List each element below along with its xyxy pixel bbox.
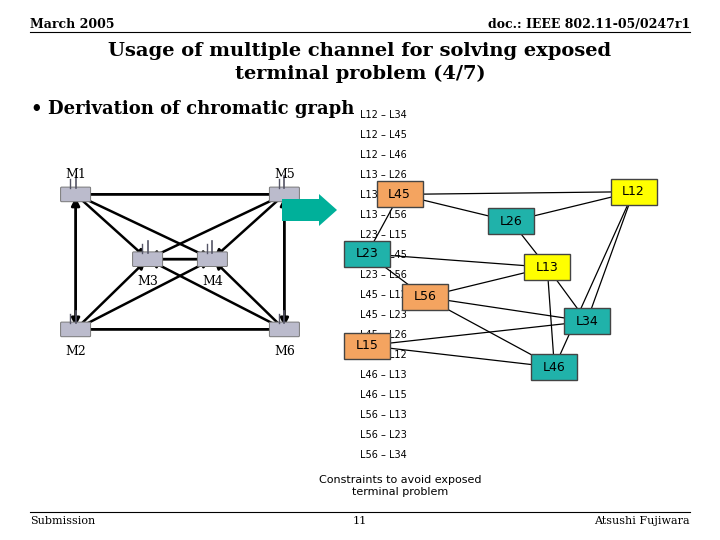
Text: Submission: Submission — [30, 516, 95, 526]
Text: Constraints to avoid exposed
terminal problem: Constraints to avoid exposed terminal pr… — [319, 475, 481, 497]
Text: L45 – L26: L45 – L26 — [360, 330, 407, 340]
Text: L23: L23 — [356, 247, 379, 260]
Text: •: • — [30, 100, 42, 118]
Text: L12 – L34: L12 – L34 — [360, 110, 407, 120]
Text: M5: M5 — [274, 168, 294, 181]
Text: L13 – L56: L13 – L56 — [360, 210, 407, 220]
FancyBboxPatch shape — [60, 187, 91, 202]
Text: L46 – L12: L46 – L12 — [360, 350, 407, 360]
Text: terminal problem (4/7): terminal problem (4/7) — [235, 65, 485, 83]
FancyBboxPatch shape — [197, 252, 228, 267]
Text: L46 – L15: L46 – L15 — [360, 390, 407, 400]
Text: L23 – L15: L23 – L15 — [360, 230, 407, 240]
FancyBboxPatch shape — [531, 354, 577, 380]
FancyBboxPatch shape — [488, 208, 534, 234]
Text: L12 – L45: L12 – L45 — [360, 130, 407, 140]
Text: L13: L13 — [536, 261, 559, 274]
Text: L26: L26 — [500, 215, 523, 228]
Text: doc.: IEEE 802.11-05/0247r1: doc.: IEEE 802.11-05/0247r1 — [487, 18, 690, 31]
Text: M6: M6 — [274, 345, 294, 358]
Text: L46 – L13: L46 – L13 — [360, 370, 407, 380]
Text: L12: L12 — [622, 185, 645, 198]
FancyBboxPatch shape — [344, 241, 390, 267]
Text: L56 – L23: L56 – L23 — [360, 430, 407, 440]
FancyBboxPatch shape — [564, 308, 610, 334]
Text: 11: 11 — [353, 516, 367, 526]
Text: L56: L56 — [413, 291, 436, 303]
Text: L45 – L12: L45 – L12 — [360, 290, 407, 300]
Text: M2: M2 — [66, 345, 86, 358]
FancyBboxPatch shape — [269, 187, 300, 202]
Text: Usage of multiple channel for solving exposed: Usage of multiple channel for solving ex… — [109, 42, 611, 60]
Text: L15: L15 — [356, 339, 379, 352]
Text: L23 – L45: L23 – L45 — [360, 250, 407, 260]
Text: M4: M4 — [202, 275, 222, 288]
Text: Atsushi Fujiwara: Atsushi Fujiwara — [595, 516, 690, 526]
Text: L23 – L56: L23 – L56 — [360, 270, 407, 280]
Text: M3: M3 — [138, 275, 158, 288]
FancyBboxPatch shape — [344, 333, 390, 359]
Text: L13 – L26: L13 – L26 — [360, 170, 407, 180]
FancyBboxPatch shape — [269, 322, 300, 337]
Text: L46: L46 — [543, 361, 566, 374]
Text: L56 – L34: L56 – L34 — [360, 450, 407, 460]
FancyBboxPatch shape — [402, 284, 448, 310]
Text: L56 – L13: L56 – L13 — [360, 410, 407, 420]
Text: March 2005: March 2005 — [30, 18, 114, 31]
Text: L45 – L23: L45 – L23 — [360, 310, 407, 320]
FancyBboxPatch shape — [132, 252, 163, 267]
Text: Derivation of chromatic graph: Derivation of chromatic graph — [48, 100, 354, 118]
FancyArrow shape — [282, 194, 337, 226]
FancyBboxPatch shape — [60, 322, 91, 337]
FancyBboxPatch shape — [524, 254, 570, 280]
FancyBboxPatch shape — [611, 179, 657, 205]
FancyBboxPatch shape — [377, 181, 423, 207]
Text: L13 – L46: L13 – L46 — [360, 190, 407, 200]
Text: L34: L34 — [575, 315, 598, 328]
Text: M1: M1 — [66, 168, 86, 181]
Text: L12 – L46: L12 – L46 — [360, 150, 407, 160]
Text: L45: L45 — [388, 188, 411, 201]
